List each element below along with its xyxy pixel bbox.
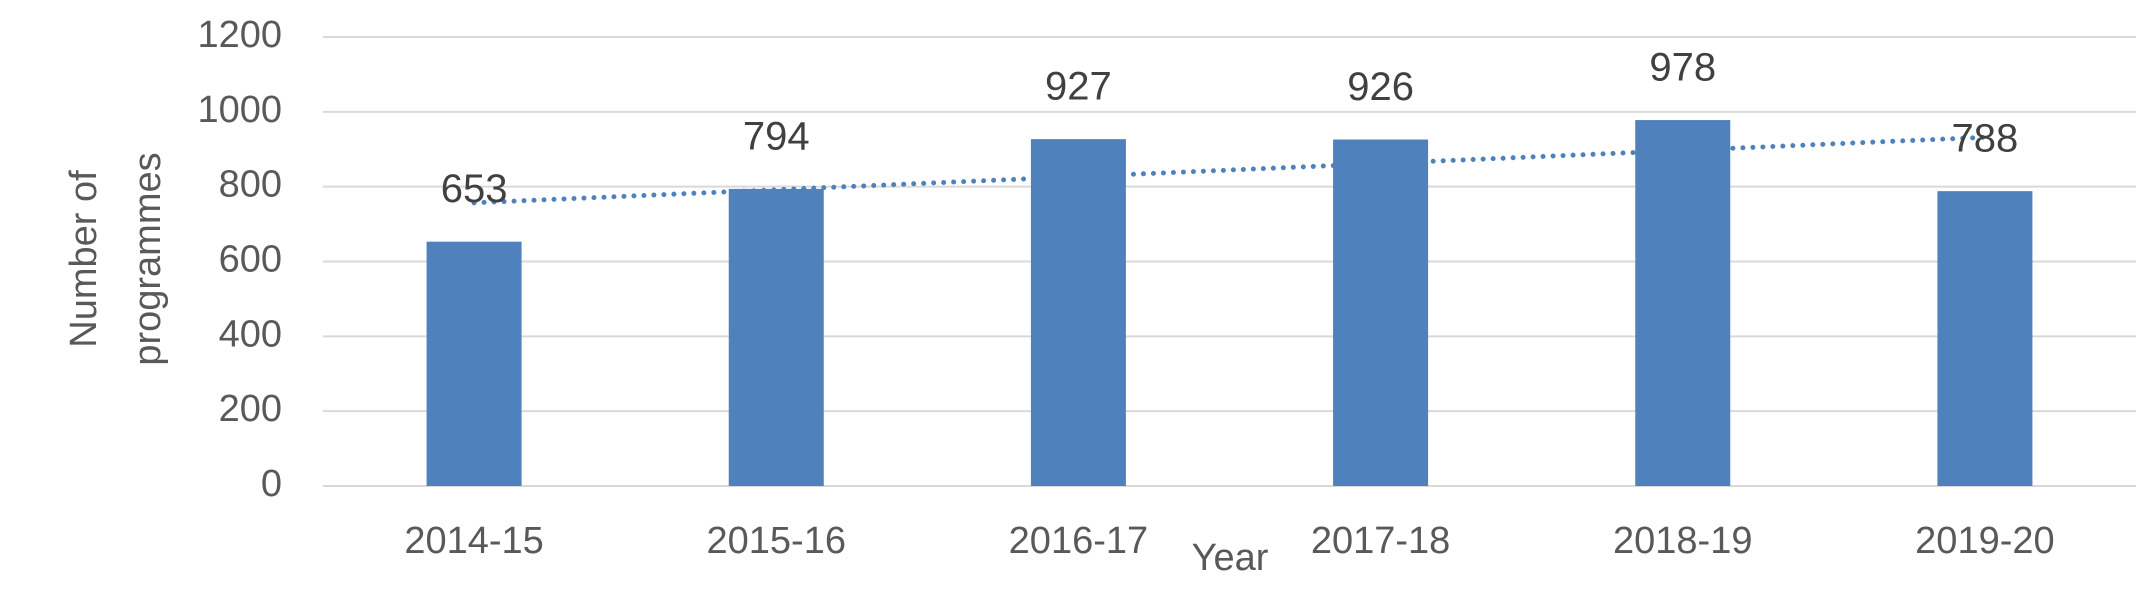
y-axis-label: Number of [63,170,105,348]
y-tick-label: 600 [219,239,282,281]
bar [1635,120,1731,486]
y-tick-label: 1000 [197,89,282,131]
data-label: 788 [1952,117,2019,161]
bar [1030,139,1126,486]
x-tick-label: 2016-17 [1009,520,1148,562]
x-tick-label: 2019-20 [1915,520,2054,562]
data-label: 978 [1649,46,1716,90]
data-label: 653 [441,167,508,211]
bar [1333,139,1429,486]
data-label: 926 [1347,65,1414,109]
y-tick-label: 200 [219,388,282,430]
bar [1937,191,2033,486]
y-tick-label: 400 [219,313,282,355]
bar [426,241,522,486]
x-axis-label: Year [1192,537,1269,579]
x-tick-label: 2015-16 [707,520,846,562]
y-axis-label: programmes [127,152,169,365]
data-label: 927 [1045,65,1112,109]
bar [728,188,824,486]
y-tick-label: 0 [261,463,282,505]
y-tick-label: 800 [219,164,282,206]
trendline [471,134,1988,206]
x-tick-label: 2018-19 [1613,520,1752,562]
data-label: 794 [743,114,810,158]
x-tick-label: 2014-15 [404,520,543,562]
y-tick-label: 1200 [197,14,282,56]
x-tick-label: 2017-18 [1311,520,1450,562]
